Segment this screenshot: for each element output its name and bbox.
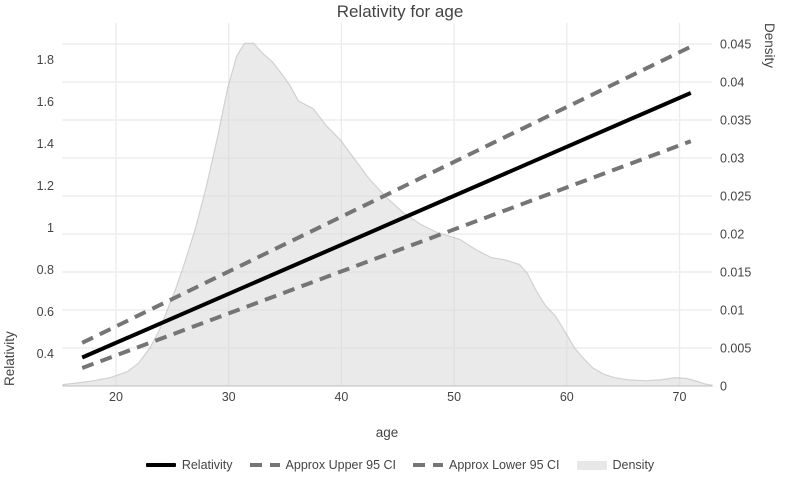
legend-label: Density xyxy=(612,458,655,472)
relativity-line[interactable] xyxy=(81,91,692,360)
y-left-tick-label: 0.8 xyxy=(37,263,54,277)
x-tick-label: 40 xyxy=(334,390,348,404)
legend-label: Relativity xyxy=(181,458,233,472)
x-axis-title: age xyxy=(375,425,399,440)
y-left-tick-label: 1.6 xyxy=(37,95,54,109)
y-left-tick-label: 0.6 xyxy=(37,305,54,319)
lower-ci-line[interactable] xyxy=(81,139,692,370)
y-right-tick-label: 0.02 xyxy=(720,228,744,242)
x-tick-label: 50 xyxy=(447,390,461,404)
y-right-tick-label: 0 xyxy=(720,380,727,394)
y-right-tick-label: 0.005 xyxy=(720,342,751,356)
tick-labels: 0.4 0.6 0.8 1 1.2 1.4 1.6 1.8 0 0.005 0.01 0.015 0.0… xyxy=(37,38,752,405)
x-tick-label: 30 xyxy=(222,390,236,404)
chart-svg: 0.4 0.6 0.8 1 1.2 1.4 1.6 1.8 0 0.005 0.01 0.015 0.0… xyxy=(37,23,752,405)
dashed-line-swatch xyxy=(249,463,280,467)
area-fill-swatch xyxy=(576,460,607,470)
y-axis-title-left: Relativity xyxy=(2,331,17,386)
legend: Relativity Approx Upper 95 CI Approx Low… xyxy=(0,458,800,472)
y-left-tick-label: 1.2 xyxy=(37,179,54,193)
dashed-line-swatch xyxy=(413,463,444,467)
density-area[interactable] xyxy=(62,42,713,387)
x-tick-label: 20 xyxy=(109,390,123,404)
y-right-tick-label: 0.045 xyxy=(720,38,751,52)
y-axis-title-right: Density xyxy=(762,23,777,69)
y-left-tick-label: 1.4 xyxy=(37,137,54,151)
legend-label: Approx Lower 95 CI xyxy=(449,458,560,472)
y-right-tick-label: 0.015 xyxy=(720,266,751,280)
y-right-tick-label: 0.025 xyxy=(720,190,751,204)
legend-item-density[interactable]: Density xyxy=(576,458,655,472)
legend-label: Approx Upper 95 CI xyxy=(285,458,397,472)
y-left-tick-label: 1 xyxy=(47,221,54,235)
x-tick-label: 60 xyxy=(560,390,574,404)
y-right-tick-label: 0.01 xyxy=(720,304,744,318)
y-right-tick-label: 0.04 xyxy=(720,76,744,90)
upper-ci-line[interactable] xyxy=(81,44,692,345)
solid-line-swatch xyxy=(145,463,176,467)
legend-item-relativity[interactable]: Relativity xyxy=(145,458,233,472)
y-left-tick-label: 0.4 xyxy=(37,347,54,361)
y-left-tick-label: 1.8 xyxy=(37,53,54,67)
y-right-tick-label: 0.03 xyxy=(720,152,744,166)
x-tick-label: 70 xyxy=(673,390,687,404)
y-right-tick-label: 0.035 xyxy=(720,114,751,128)
legend-item-lower-ci[interactable]: Approx Lower 95 CI xyxy=(413,458,560,472)
series-layer xyxy=(62,42,713,387)
legend-item-upper-ci[interactable]: Approx Upper 95 CI xyxy=(249,458,397,472)
chart-title: Relativity for age xyxy=(336,2,464,21)
